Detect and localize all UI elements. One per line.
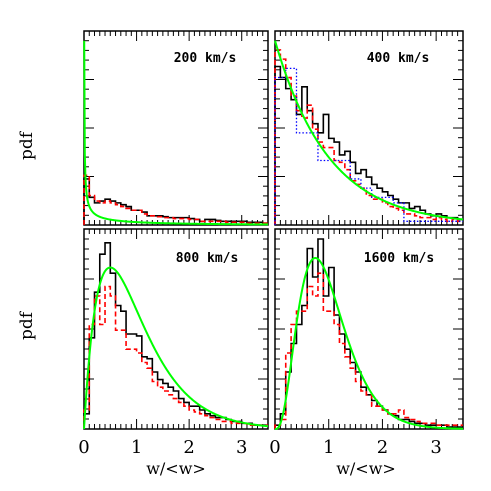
series-solid-histogram bbox=[274, 238, 463, 429]
series-solid-histogram bbox=[274, 65, 463, 225]
x-tick-label: 3 bbox=[236, 437, 247, 458]
y-axis-label-top: pdf bbox=[17, 130, 37, 160]
series-model-curve bbox=[274, 256, 464, 430]
panel-title-400: 400 km/s bbox=[367, 51, 430, 66]
y-axis-label-bottom: pdf bbox=[17, 310, 37, 340]
series-dotted-histogram bbox=[274, 67, 463, 225]
series-solid-histogram bbox=[83, 178, 268, 225]
panel-title-200: 200 km/s bbox=[174, 51, 237, 66]
series-solid-histogram bbox=[83, 242, 268, 429]
series-dashed-histogram bbox=[83, 285, 268, 429]
panel-400-kms bbox=[274, 30, 464, 226]
x-tick-label: 3 bbox=[430, 437, 441, 458]
x-tick-label: 1 bbox=[323, 437, 334, 458]
x-tick-label: 1 bbox=[131, 437, 142, 458]
series-model-curve bbox=[83, 40, 269, 226]
x-tick-label: 2 bbox=[377, 437, 388, 458]
series-dashed-histogram bbox=[83, 174, 268, 225]
panel-title-800: 800 km/s bbox=[176, 251, 239, 266]
x-tick-label: 2 bbox=[183, 437, 194, 458]
x-tick-label: 0 bbox=[269, 437, 280, 458]
series-dashed-histogram bbox=[274, 49, 463, 225]
x-axis-label-left: w/<w> bbox=[146, 459, 206, 478]
series-model-curve bbox=[83, 266, 269, 430]
panel-1600-kms: 0 1 2 3 bbox=[269, 228, 464, 458]
panel-800-kms: 0 1 2 3 bbox=[78, 228, 269, 458]
series-dashed-histogram bbox=[274, 272, 463, 429]
x-tick-label: 0 bbox=[78, 437, 89, 458]
x-axis-label-right: w/<w> bbox=[336, 459, 396, 478]
series-model-curve bbox=[274, 40, 464, 221]
panel-title-1600: 1600 km/s bbox=[364, 251, 434, 266]
panel-200-kms bbox=[83, 30, 269, 226]
